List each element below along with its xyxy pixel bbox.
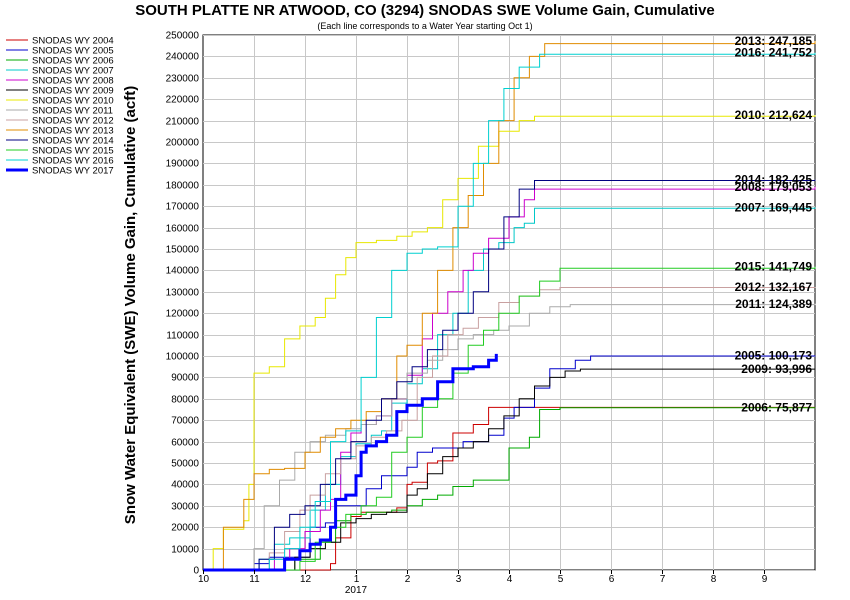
series-end-label: 2014: 182,425 <box>735 173 813 187</box>
y-tick-label: 180000 <box>166 181 200 192</box>
y-tick-label: 250000 <box>166 31 200 42</box>
y-tick-label: 0 <box>193 566 199 577</box>
series-line-snodas-wy-2014 <box>203 179 816 571</box>
x-tick-label: 3 <box>456 574 462 585</box>
y-tick-label: 30000 <box>171 502 199 513</box>
series-end-label: 2013: 247,185 <box>735 34 813 48</box>
series-end-label: 2009: 93,996 <box>741 362 812 376</box>
y-tick-label: 230000 <box>166 74 200 85</box>
y-tick-label: 210000 <box>166 117 200 128</box>
end-label-layer: 2005: 100,173 2006: 75,877 2007: 169,445 20… <box>735 34 813 415</box>
y-tick-label: 150000 <box>166 245 200 256</box>
y-tick-label: 160000 <box>166 224 200 235</box>
series-line-snodas-wy-2017 <box>203 353 498 572</box>
legend-label: SNODAS WY 2005 <box>32 46 114 57</box>
y-tick-label: 130000 <box>166 288 200 299</box>
x-tick-label: 7 <box>660 574 666 585</box>
series-line-snodas-wy-2010 <box>203 115 816 571</box>
y-tick-label: 90000 <box>171 373 199 384</box>
legend-label: SNODAS WY 2008 <box>32 76 114 87</box>
legend-label: SNODAS WY 2009 <box>32 86 114 97</box>
series-line-snodas-wy-2016 <box>203 52 816 571</box>
y-tick-label: 120000 <box>166 309 200 320</box>
y-tick-label: 50000 <box>171 459 199 470</box>
chart-title: SOUTH PLATTE NR ATWOOD, CO (3294) SNODAS… <box>135 2 715 19</box>
series-line-snodas-wy-2004 <box>203 406 815 571</box>
series-line-snodas-wy-2011 <box>203 303 816 571</box>
legend-label: SNODAS WY 2012 <box>32 116 114 127</box>
legend-label: SNODAS WY 2017 <box>32 166 114 177</box>
y-axis-label: Snow Water Equivalent (SWE) Volume Gain,… <box>122 86 139 524</box>
series-end-label: 2012: 132,167 <box>735 280 813 294</box>
series-end-label: 2011: 124,389 <box>735 297 812 311</box>
x-tick-label: 5 <box>558 574 564 585</box>
series-end-label: 2010: 212,624 <box>735 108 813 122</box>
legend-label: SNODAS WY 2011 <box>32 106 113 117</box>
x-tick-label: 6 <box>609 574 615 585</box>
series-end-label: 2007: 169,445 <box>735 200 813 214</box>
x-tick-label: 11 <box>249 574 260 585</box>
axis-layer: 0 10000 20000 30000 40000 50000 60000 70000 8000… <box>166 31 768 586</box>
y-tick-label: 110000 <box>166 331 199 342</box>
y-tick-label: 100000 <box>166 352 200 363</box>
y-tick-label: 220000 <box>166 95 200 106</box>
y-tick-label: 190000 <box>166 159 200 170</box>
y-tick-label: 20000 <box>171 523 199 534</box>
x-tick-label: 10 <box>198 574 210 585</box>
y-tick-label: 40000 <box>171 480 199 491</box>
series-end-label: 2006: 75,877 <box>741 401 812 415</box>
y-tick-label: 240000 <box>166 52 200 63</box>
legend-label: SNODAS WY 2015 <box>32 146 114 157</box>
x-tick-label: 2 <box>405 574 411 585</box>
x-year-label: 2017 <box>345 585 368 596</box>
x-tick-label: 12 <box>300 574 312 585</box>
y-tick-label: 10000 <box>171 545 199 556</box>
y-tick-label: 140000 <box>166 266 200 277</box>
y-tick-label: 170000 <box>166 202 200 213</box>
x-tick-label: 9 <box>762 574 768 585</box>
legend-label: SNODAS WY 2014 <box>32 136 114 147</box>
x-tick-label: 1 <box>354 574 360 585</box>
chart-subtitle: (Each line corresponds to a Water Year s… <box>317 21 533 31</box>
legend-label: SNODAS WY 2006 <box>32 56 114 67</box>
legend-label: SNODAS WY 2010 <box>32 96 114 107</box>
y-tick-label: 200000 <box>166 138 200 149</box>
legend-label: SNODAS WY 2004 <box>32 36 114 47</box>
series-end-label: 2015: 141,749 <box>735 260 813 274</box>
y-tick-label: 80000 <box>171 395 199 406</box>
series-end-label: 2008: 179,053 <box>735 180 813 194</box>
series-line-snodas-wy-2007 <box>203 207 816 571</box>
series-end-label: 2005: 100,173 <box>735 349 813 363</box>
legend-label: SNODAS WY 2013 <box>32 126 114 137</box>
y-tick-label: 70000 <box>171 416 199 427</box>
y-tick-label: 60000 <box>171 438 199 449</box>
x-tick-label: 4 <box>507 574 513 585</box>
x-tick-label: 8 <box>711 574 717 585</box>
series-layer <box>203 41 816 572</box>
series-end-label: 2016: 241,752 <box>735 46 813 60</box>
legend-label: SNODAS WY 2007 <box>32 66 114 77</box>
legend-label: SNODAS WY 2016 <box>32 156 114 167</box>
